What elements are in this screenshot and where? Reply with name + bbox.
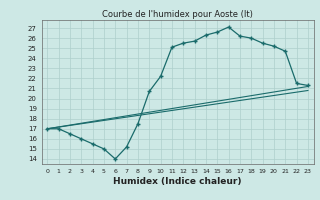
- Title: Courbe de l'humidex pour Aoste (It): Courbe de l'humidex pour Aoste (It): [102, 10, 253, 19]
- X-axis label: Humidex (Indice chaleur): Humidex (Indice chaleur): [113, 177, 242, 186]
